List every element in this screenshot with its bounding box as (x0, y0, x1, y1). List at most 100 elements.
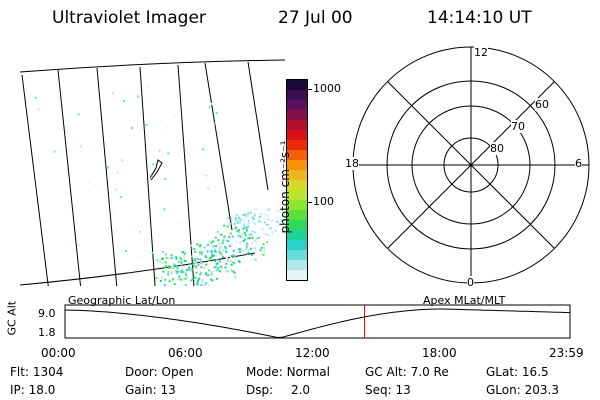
emission-pixel (208, 130, 211, 133)
emission-pixel (139, 230, 141, 233)
emission-pixel (243, 231, 246, 234)
emission-pixel (159, 280, 162, 282)
emission-pixel (194, 250, 197, 253)
emission-pixel (180, 278, 183, 281)
emission-pixel (202, 148, 205, 151)
emission-pixel (200, 251, 203, 254)
emission-pixel (220, 253, 223, 256)
emission-pixel (205, 174, 208, 177)
emission-pixel (205, 273, 208, 276)
emission-pixel (185, 273, 188, 276)
mlt-label-18: 18 (345, 157, 359, 170)
emission-pixel (267, 222, 270, 225)
emission-pixel (198, 254, 201, 257)
emission-pixel (239, 226, 242, 229)
emission-pixel (176, 267, 179, 270)
emission-pixel (238, 216, 240, 219)
emission-pixel (182, 251, 185, 254)
emission-pixel (143, 102, 145, 105)
emission-pixel (165, 256, 168, 259)
mlt-label-0: 0 (467, 276, 474, 289)
emission-pixel (230, 254, 233, 257)
emission-pixel (245, 269, 248, 272)
emission-pixel (165, 264, 168, 267)
emission-pixel (246, 214, 249, 217)
emission-pixel (211, 255, 214, 257)
emission-pixel (235, 220, 238, 223)
emission-pixel (208, 273, 211, 276)
emission-pixel (210, 273, 213, 276)
emission-pixel (208, 106, 211, 109)
emission-pixel (161, 262, 164, 265)
emission-pixel (209, 257, 212, 260)
emission-pixel (94, 184, 97, 187)
emission-pixel (229, 244, 231, 247)
emission-pixel (116, 171, 119, 174)
emission-pixel (137, 95, 140, 98)
emission-pixel (197, 279, 200, 282)
emission-pixel (207, 187, 210, 190)
emission-pixel (222, 255, 224, 258)
emission-pixel (167, 270, 170, 273)
emission-pixel (253, 208, 256, 211)
emission-pixel (267, 218, 270, 221)
emission-pixel (175, 268, 178, 271)
emission-pixel (215, 112, 218, 114)
emission-pixel (196, 283, 199, 286)
emission-pixel (271, 219, 274, 222)
emission-pixel (243, 236, 246, 239)
emission-pixel (246, 242, 249, 245)
emission-pixel (164, 261, 167, 264)
emission-pixel (266, 241, 269, 244)
emission-pixel (257, 237, 260, 239)
colorbar-segment (287, 100, 307, 110)
emission-pixel (228, 236, 231, 238)
emission-pixel (226, 256, 228, 259)
ip-value: 18.0 (28, 383, 56, 397)
emission-pixel (210, 271, 213, 274)
emission-pixel (112, 92, 115, 95)
emission-pixel (173, 114, 176, 117)
emission-pixel (187, 251, 190, 253)
door-label: Door: (125, 365, 158, 379)
emission-pixel (230, 263, 233, 266)
emission-pixel (224, 266, 227, 269)
emission-pixel (254, 212, 257, 215)
emission-pixel (77, 243, 80, 246)
emission-pixel (233, 271, 236, 274)
emission-pixel (248, 233, 251, 236)
emission-pixel (188, 266, 191, 269)
emission-pixel (219, 246, 222, 249)
emission-pixel (146, 85, 149, 88)
emission-pixel (203, 285, 206, 286)
emission-pixel (259, 249, 262, 252)
info-row-1: Flt: 1304 Door: Open Mode: Normal GC Alt… (10, 365, 600, 381)
flt-value: 1304 (32, 365, 64, 379)
emission-pixel (264, 232, 267, 235)
emission-pixel (212, 122, 215, 125)
time-label: 14:14:10 UT (427, 8, 532, 28)
colorbar-unit-label: photon cm⁻²s⁻¹ (278, 140, 292, 234)
emission-pixel (219, 252, 222, 254)
emission-pixel (247, 251, 250, 254)
geographic-label: Geographic Lat/Lon (68, 294, 176, 307)
seq-value: 13 (395, 383, 411, 397)
emission-pixel (180, 265, 183, 268)
emission-pixel (263, 247, 266, 250)
emission-pixel (243, 222, 246, 225)
emission-pixel (255, 237, 258, 240)
emission-pixel (173, 283, 176, 286)
emission-pixel (230, 259, 233, 262)
emission-pixel (201, 280, 204, 283)
emission-pixel (232, 254, 235, 257)
glat-value: 16.5 (521, 365, 549, 379)
emission-pixel (230, 269, 233, 272)
emission-pixel (251, 216, 254, 219)
emission-pixel (238, 260, 240, 263)
emission-pixel (181, 269, 184, 272)
emission-pixel (234, 218, 237, 221)
emission-pixel (119, 196, 122, 198)
emission-pixel (210, 241, 213, 244)
emission-pixel (210, 250, 213, 253)
x-tick-1200: 12:00 (295, 346, 330, 360)
